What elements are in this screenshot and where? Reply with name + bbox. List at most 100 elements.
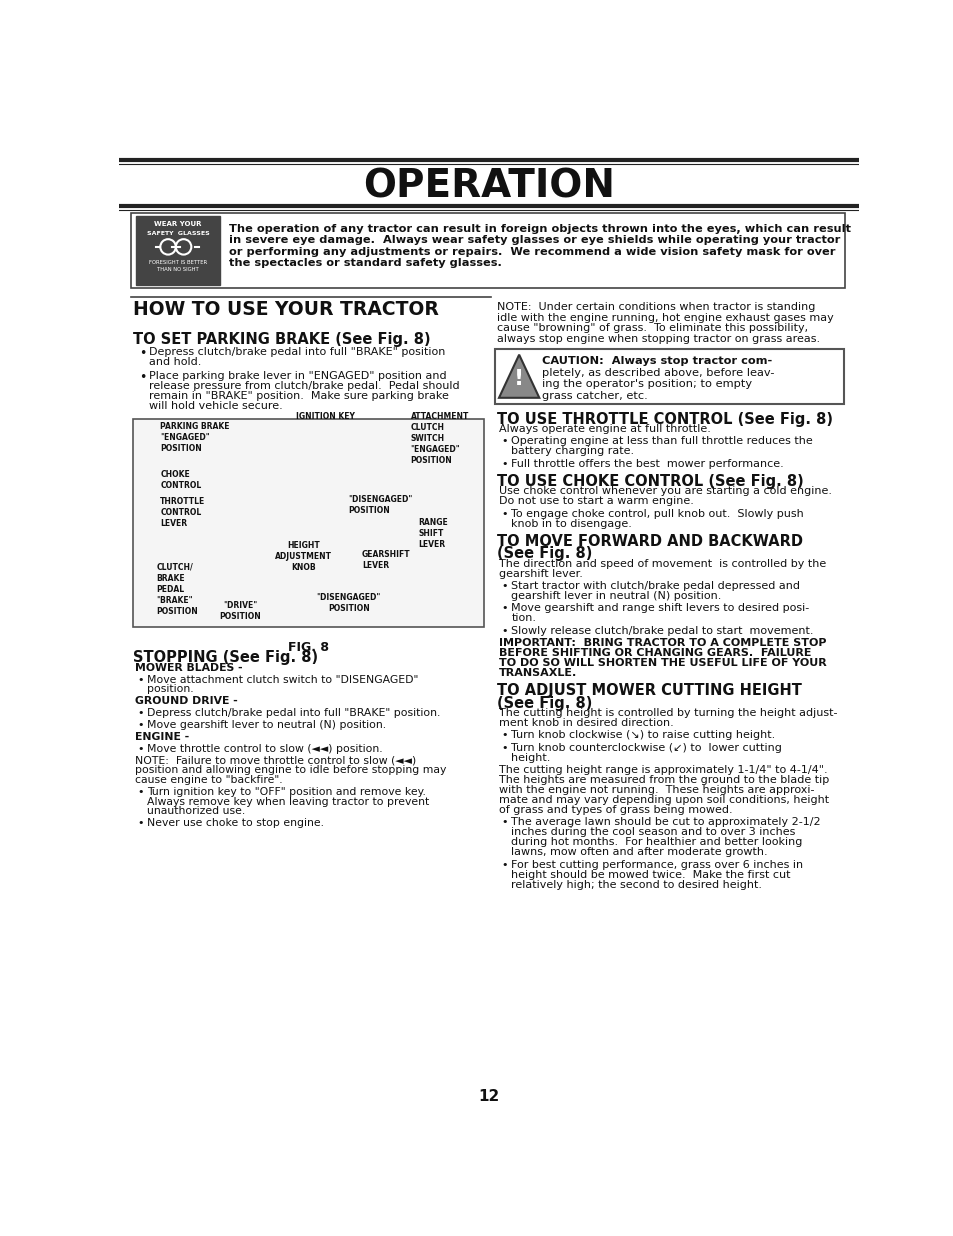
- Text: grass catcher, etc.: grass catcher, etc.: [542, 391, 647, 400]
- Text: The heights are measured from the ground to the blade tip: The heights are measured from the ground…: [498, 775, 828, 785]
- Bar: [133, 419, 484, 627]
- Text: NOTE:  Failure to move throttle control to slow (◄◄): NOTE: Failure to move throttle control t…: [134, 756, 416, 766]
- Text: Move throttle control to slow (◄◄) position.: Move throttle control to slow (◄◄) posit…: [147, 744, 382, 754]
- Text: ing the operator's position; to empty: ing the operator's position; to empty: [542, 379, 752, 389]
- Text: Always remove key when leaving tractor to prevent: Always remove key when leaving tractor t…: [147, 797, 429, 807]
- Text: height should be mowed twice.  Make the first cut: height should be mowed twice. Make the f…: [511, 870, 790, 880]
- Text: idle with the engine running, hot engine exhaust gases may: idle with the engine running, hot engine…: [497, 313, 833, 323]
- Text: Always operate engine at full throttle.: Always operate engine at full throttle.: [498, 424, 710, 434]
- Text: Place parking brake lever in "ENGAGED" position and: Place parking brake lever in "ENGAGED" p…: [149, 371, 446, 381]
- Text: STOPPING (See Fig. 8): STOPPING (See Fig. 8): [133, 650, 318, 665]
- Text: height.: height.: [511, 753, 550, 763]
- Text: MOWER BLADES -: MOWER BLADES -: [134, 662, 242, 672]
- Text: The operation of any tractor can result in foreign objects thrown into the eyes,: The operation of any tractor can result …: [229, 224, 850, 234]
- Text: tion.: tion.: [511, 613, 536, 623]
- Text: Use choke control whenever you are starting a cold engine.: Use choke control whenever you are start…: [498, 486, 831, 497]
- Text: the spectacles or standard safety glasses.: the spectacles or standard safety glasse…: [229, 258, 501, 268]
- Text: •: •: [137, 744, 144, 754]
- Text: •: •: [137, 818, 144, 828]
- Text: FIG. 8: FIG. 8: [288, 641, 329, 654]
- Text: "DISENGAGED"
POSITION: "DISENGAGED" POSITION: [316, 593, 380, 613]
- Text: The cutting height is controlled by turning the height adjust-: The cutting height is controlled by turn…: [498, 708, 837, 718]
- Text: The cutting height range is approximately 1-1/4" to 4-1/4".: The cutting height range is approximatel…: [498, 765, 827, 775]
- Text: Do not use to start a warm engine.: Do not use to start a warm engine.: [498, 497, 693, 507]
- Text: ATTACHMENT
CLUTCH
SWITCH
"ENGAGED"
POSITION: ATTACHMENT CLUTCH SWITCH "ENGAGED" POSIT…: [410, 412, 469, 465]
- Text: WEAR YOUR: WEAR YOUR: [154, 221, 202, 226]
- Text: Move gearshift lever to neutral (N) position.: Move gearshift lever to neutral (N) posi…: [147, 721, 386, 730]
- Text: GROUND DRIVE -: GROUND DRIVE -: [134, 696, 237, 706]
- Text: position and allowing engine to idle before stopping may: position and allowing engine to idle bef…: [134, 765, 446, 775]
- Text: •: •: [500, 581, 507, 591]
- Text: release pressure from clutch/brake pedal.  Pedal should: release pressure from clutch/brake pedal…: [149, 381, 458, 391]
- Text: Turn knob counterclockwise (↙) to  lower cutting: Turn knob counterclockwise (↙) to lower …: [511, 743, 781, 753]
- Text: always stop engine when stopping tractor on grass areas.: always stop engine when stopping tractor…: [497, 334, 820, 344]
- Text: or performing any adjustments or repairs.  We recommend a wide vision safety mas: or performing any adjustments or repairs…: [229, 247, 835, 257]
- Text: TRANSAXLE.: TRANSAXLE.: [498, 669, 577, 679]
- Text: •: •: [139, 347, 147, 360]
- Text: For best cutting performance, grass over 6 inches in: For best cutting performance, grass over…: [511, 860, 802, 870]
- Text: To engage choke control, pull knob out.  Slowly push: To engage choke control, pull knob out. …: [511, 509, 803, 519]
- Text: BEFORE SHIFTING OR CHANGING GEARS.  FAILURE: BEFORE SHIFTING OR CHANGING GEARS. FAILU…: [498, 648, 811, 658]
- Text: remain in "BRAKE" position.  Make sure parking brake: remain in "BRAKE" position. Make sure pa…: [149, 391, 448, 400]
- Text: NOTE:  Under certain conditions when tractor is standing: NOTE: Under certain conditions when trac…: [497, 303, 815, 313]
- Text: battery charging rate.: battery charging rate.: [511, 446, 634, 456]
- Text: SAFETY  GLASSES: SAFETY GLASSES: [147, 231, 210, 236]
- Text: FORESIGHT IS BETTER: FORESIGHT IS BETTER: [149, 260, 207, 265]
- Text: cause engine to "backfire".: cause engine to "backfire".: [134, 775, 282, 785]
- Text: inches during the cool season and to over 3 inches: inches during the cool season and to ove…: [511, 827, 795, 838]
- Text: "DRIVE"
POSITION: "DRIVE" POSITION: [219, 601, 261, 622]
- Text: CAUTION:  Always stop tractor com-: CAUTION: Always stop tractor com-: [542, 356, 772, 366]
- Bar: [131, 213, 844, 288]
- Text: THROTTLE
CONTROL
LEVER: THROTTLE CONTROL LEVER: [160, 497, 205, 528]
- Text: 12: 12: [477, 1089, 499, 1104]
- Text: knob in to disengage.: knob in to disengage.: [511, 519, 632, 529]
- Text: CHOKE
CONTROL: CHOKE CONTROL: [160, 470, 201, 491]
- Text: Turn knob clockwise (↘) to raise cutting height.: Turn knob clockwise (↘) to raise cutting…: [511, 730, 775, 740]
- Text: IGNITION KEY: IGNITION KEY: [295, 412, 355, 420]
- Text: THAN NO SIGHT: THAN NO SIGHT: [157, 267, 199, 272]
- Text: Operating engine at less than full throttle reduces the: Operating engine at less than full throt…: [511, 436, 812, 446]
- Text: ENGINE -: ENGINE -: [134, 732, 189, 742]
- Text: •: •: [500, 625, 507, 635]
- Text: Move attachment clutch switch to "DISENGAGED": Move attachment clutch switch to "DISENG…: [147, 675, 418, 685]
- Text: TO USE CHOKE CONTROL (See Fig. 8): TO USE CHOKE CONTROL (See Fig. 8): [497, 475, 803, 489]
- Text: •: •: [500, 509, 507, 519]
- Text: with the engine not running.  These heights are approxi-: with the engine not running. These heigh…: [498, 785, 814, 795]
- Text: relatively high; the second to desired height.: relatively high; the second to desired h…: [511, 880, 761, 890]
- Text: "DISENGAGED"
POSITION: "DISENGAGED" POSITION: [348, 494, 413, 515]
- Text: (See Fig. 8): (See Fig. 8): [497, 696, 592, 711]
- Text: The direction and speed of movement  is controlled by the: The direction and speed of movement is c…: [498, 559, 825, 569]
- Text: •: •: [500, 817, 507, 827]
- Text: IMPORTANT:  BRING TRACTOR TO A COMPLETE STOP: IMPORTANT: BRING TRACTOR TO A COMPLETE S…: [498, 638, 825, 648]
- Text: •: •: [137, 787, 144, 797]
- Text: during hot months.  For healthier and better looking: during hot months. For healthier and bet…: [511, 838, 801, 848]
- Text: Depress clutch/brake pedal into full "BRAKE" position.: Depress clutch/brake pedal into full "BR…: [147, 708, 440, 718]
- Text: gearshift lever.: gearshift lever.: [498, 569, 582, 578]
- Text: GEARSHIFT
LEVER: GEARSHIFT LEVER: [361, 550, 410, 570]
- Text: OPERATION: OPERATION: [362, 168, 615, 206]
- Text: !: !: [514, 370, 523, 389]
- Text: in severe eye damage.  Always wear safety glasses or eye shields while operating: in severe eye damage. Always wear safety…: [229, 235, 840, 245]
- Text: ment knob in desired direction.: ment knob in desired direction.: [498, 718, 673, 728]
- Bar: [495, 349, 843, 404]
- Text: •: •: [137, 675, 144, 685]
- Text: TO SET PARKING BRAKE (See Fig. 8): TO SET PARKING BRAKE (See Fig. 8): [133, 331, 431, 346]
- Text: Turn ignition key to "OFF" position and remove key.: Turn ignition key to "OFF" position and …: [147, 787, 426, 797]
- Text: HEIGHT
ADJUSTMENT
KNOB: HEIGHT ADJUSTMENT KNOB: [274, 541, 332, 572]
- Text: mate and may vary depending upon soil conditions, height: mate and may vary depending upon soil co…: [498, 795, 828, 805]
- Text: Move gearshift and range shift levers to desired posi-: Move gearshift and range shift levers to…: [511, 603, 809, 613]
- Text: •: •: [500, 730, 507, 740]
- Text: Depress clutch/brake pedal into full "BRAKE" position: Depress clutch/brake pedal into full "BR…: [149, 347, 445, 357]
- Text: cause "browning" of grass.  To eliminate this possibility,: cause "browning" of grass. To eliminate …: [497, 323, 808, 334]
- Text: •: •: [500, 860, 507, 870]
- Text: CLUTCH/
BRAKE
PEDAL
"BRAKE"
POSITION: CLUTCH/ BRAKE PEDAL "BRAKE" POSITION: [156, 562, 198, 616]
- Text: RANGE
SHIFT
LEVER: RANGE SHIFT LEVER: [418, 518, 448, 549]
- Text: The average lawn should be cut to approximately 2-1/2: The average lawn should be cut to approx…: [511, 817, 821, 827]
- Text: TO MOVE FORWARD AND BACKWARD: TO MOVE FORWARD AND BACKWARD: [497, 534, 802, 549]
- Text: lawns, mow often and after moderate growth.: lawns, mow often and after moderate grow…: [511, 848, 767, 858]
- Text: Slowly release clutch/brake pedal to start  movement.: Slowly release clutch/brake pedal to sta…: [511, 625, 813, 635]
- Text: Full throttle offers the best  mower performance.: Full throttle offers the best mower perf…: [511, 459, 783, 468]
- Text: position.: position.: [147, 685, 193, 695]
- Text: •: •: [137, 721, 144, 730]
- Text: (See Fig. 8): (See Fig. 8): [497, 546, 592, 561]
